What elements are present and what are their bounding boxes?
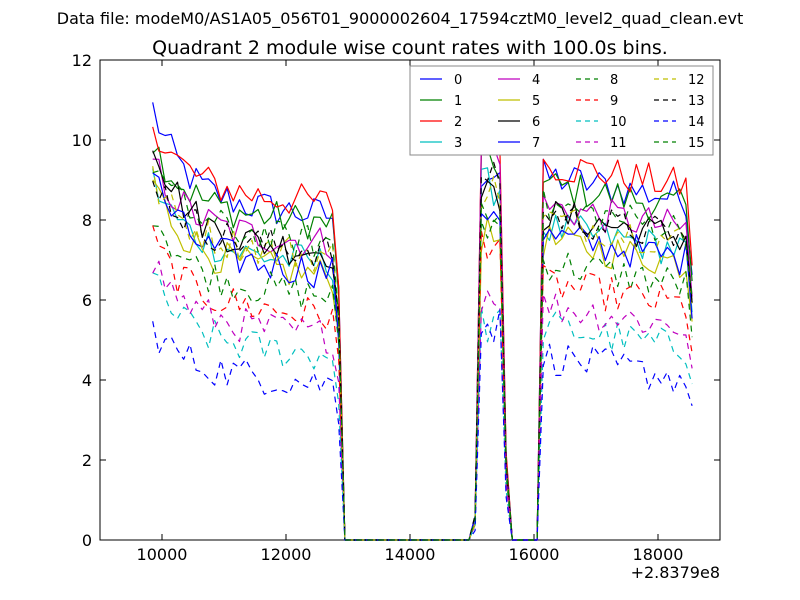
x-tick-label: 14000 [385,545,436,564]
x-tick-label: 16000 [509,545,560,564]
y-tick-label: 10 [72,131,92,150]
legend-box [409,65,714,156]
legend-label-2: 2 [454,115,462,130]
y-tick-label: 12 [72,51,92,70]
series-line-2 [152,113,693,541]
x-tick-label: 12000 [261,545,312,564]
legend-label-1: 1 [454,94,462,109]
series-line-13 [152,161,693,541]
legend-label-3: 3 [454,136,462,151]
legend-label-5: 5 [532,94,540,109]
series-line-15 [152,170,693,541]
y-tick-label: 2 [82,451,92,470]
y-tick-label: 6 [82,291,92,310]
series-line-12 [152,166,693,541]
legend-label-14: 14 [688,115,705,130]
x-offset-label: +2.8379e8 [631,563,720,582]
legend-label-11: 11 [610,136,627,151]
series-line-9 [152,225,693,541]
legend-label-10: 10 [610,115,627,130]
legend-label-6: 6 [532,115,540,130]
legend-label-4: 4 [532,73,540,88]
legend-label-9: 9 [610,94,618,109]
legend-label-13: 13 [688,94,705,109]
chart-suptitle: Data file: modeM0/AS1A05_056T01_90000026… [57,9,743,29]
series-line-3 [152,167,693,541]
legend-label-7: 7 [532,136,540,151]
series-line-11 [152,260,693,541]
y-tick-label: 4 [82,371,92,390]
series-line-0 [152,102,693,541]
x-tick-label: 18000 [633,545,684,564]
series-line-10 [152,272,693,541]
plot-area: 10000 12000 14000 16000 18000024681012012345… [72,51,721,564]
legend-label-8: 8 [610,73,618,88]
series-line-4 [152,143,693,541]
y-tick-label: 0 [82,531,92,550]
chart-title: Quadrant 2 module wise count rates with … [152,37,668,59]
legend-label-0: 0 [454,73,462,88]
legend-label-12: 12 [688,73,705,88]
x-tick-label: 10000 [137,545,188,564]
y-tick-label: 8 [82,211,92,230]
legend-label-15: 15 [688,136,705,151]
